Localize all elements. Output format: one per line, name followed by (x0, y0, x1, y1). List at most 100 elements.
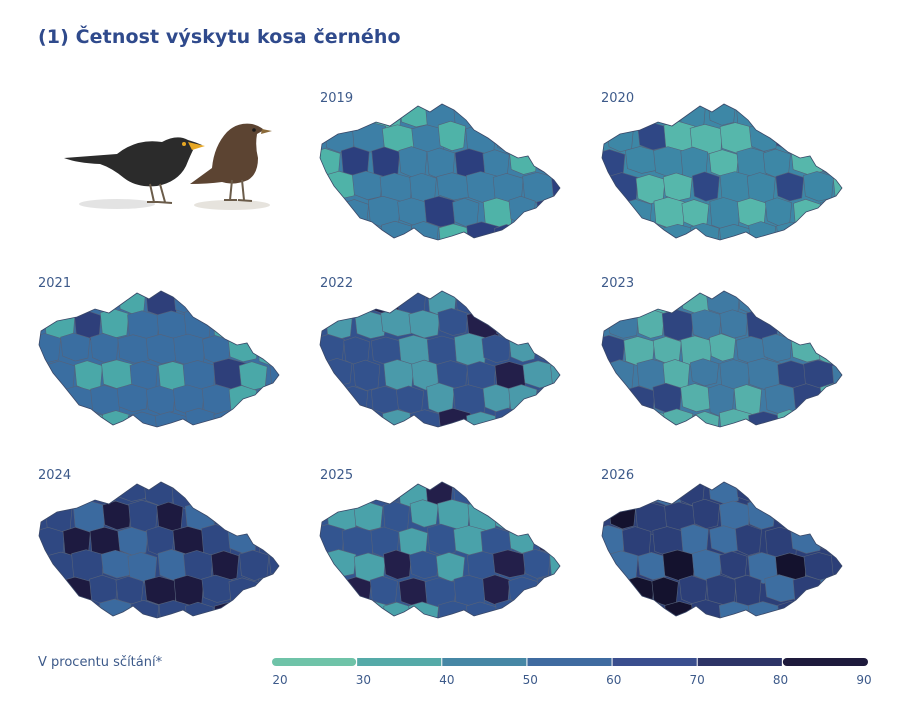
district-region (173, 291, 206, 315)
district-region (238, 409, 271, 427)
district-region (607, 359, 635, 392)
district-region (436, 172, 472, 201)
district-region (521, 310, 554, 343)
district-region (323, 549, 357, 578)
district-region (46, 360, 76, 391)
district-region (536, 334, 560, 363)
district-region (230, 482, 260, 510)
district-region (482, 482, 511, 505)
district-region (764, 197, 793, 227)
district-region (681, 199, 710, 228)
female-blackbird (190, 123, 264, 184)
district-region (708, 333, 736, 362)
year-label-2026: 2026 (601, 468, 635, 483)
district-region (636, 308, 665, 339)
district-region (830, 408, 842, 427)
district-region (691, 599, 724, 618)
legend-tick-label: 60 (606, 673, 622, 687)
district-region (128, 499, 159, 533)
district-region (548, 501, 560, 533)
district-region (775, 172, 805, 202)
district-region (238, 361, 268, 391)
district-region (662, 172, 693, 202)
district-region (46, 601, 78, 618)
district-region (39, 291, 68, 316)
district-region (548, 410, 560, 427)
district-region (519, 500, 554, 529)
district-region (551, 308, 560, 341)
legend-segment (527, 658, 612, 666)
district-region (607, 172, 639, 205)
district-region (802, 601, 838, 618)
district-region (481, 104, 513, 125)
district-region (804, 498, 837, 530)
district-region (493, 499, 522, 531)
district-region (324, 170, 357, 200)
district-region (791, 291, 820, 317)
district-region (764, 104, 793, 126)
district-region (536, 291, 560, 319)
district-region (213, 410, 245, 427)
district-region (522, 549, 551, 579)
district-region (480, 291, 510, 313)
district-region (793, 199, 821, 233)
district-region (102, 500, 132, 531)
district-region (801, 308, 832, 338)
district-region (549, 548, 560, 583)
district-region (481, 334, 512, 363)
map-2021 (38, 290, 280, 428)
district-region (435, 552, 466, 582)
district-region (320, 383, 347, 417)
map-2022 (319, 290, 561, 428)
district-region (255, 291, 279, 315)
legend-tick-label: 30 (355, 673, 372, 687)
legend-segment (357, 658, 442, 666)
district-region (549, 123, 560, 157)
district-region (228, 385, 258, 418)
district-region (607, 308, 640, 339)
district-region (320, 291, 342, 315)
country-border (38, 481, 280, 619)
district-region (803, 123, 831, 157)
district-region (692, 498, 721, 529)
district-region (817, 104, 842, 131)
district-region (353, 599, 388, 618)
district-region (652, 482, 683, 507)
district-region (536, 146, 560, 175)
district-region (230, 291, 264, 316)
district-region (637, 221, 666, 240)
district-region (792, 104, 824, 127)
district-region (680, 383, 713, 412)
district-region (549, 599, 560, 618)
district-region (494, 224, 522, 240)
district-region (831, 601, 842, 618)
district-region (792, 575, 824, 609)
legend-segment (612, 658, 697, 666)
legend-tick-label: 40 (439, 673, 455, 687)
district-region (201, 574, 233, 603)
district-region (409, 409, 443, 427)
district-region (340, 482, 369, 506)
district-region (820, 146, 842, 178)
district-region (90, 332, 119, 363)
district-region (652, 382, 683, 414)
district-region (508, 146, 538, 175)
district-region (803, 171, 834, 202)
district-region (466, 171, 499, 203)
district-region (661, 309, 694, 341)
district-region (101, 549, 133, 579)
district-region (508, 104, 540, 125)
district-region (624, 482, 659, 506)
district-region (636, 409, 668, 427)
district-region (58, 291, 94, 314)
district-region (320, 575, 344, 604)
district-region (765, 482, 799, 506)
district-region (381, 220, 412, 240)
district-region (427, 523, 458, 556)
district-region (680, 291, 712, 314)
district-region (602, 482, 628, 506)
district-region (351, 224, 379, 240)
district-region (820, 482, 842, 508)
district-region (452, 197, 480, 227)
district-region (761, 333, 793, 362)
